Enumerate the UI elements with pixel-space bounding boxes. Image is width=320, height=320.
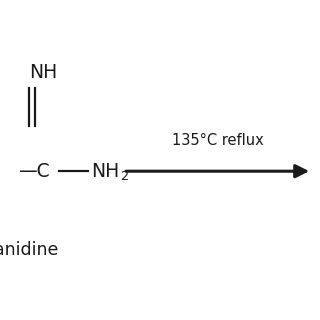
Text: anidine: anidine: [0, 241, 58, 259]
Text: NH: NH: [29, 62, 57, 82]
Text: —C: —C: [18, 162, 49, 181]
Text: 135°C reflux: 135°C reflux: [172, 133, 263, 148]
Text: 2: 2: [120, 170, 128, 183]
Text: NH: NH: [91, 162, 119, 181]
